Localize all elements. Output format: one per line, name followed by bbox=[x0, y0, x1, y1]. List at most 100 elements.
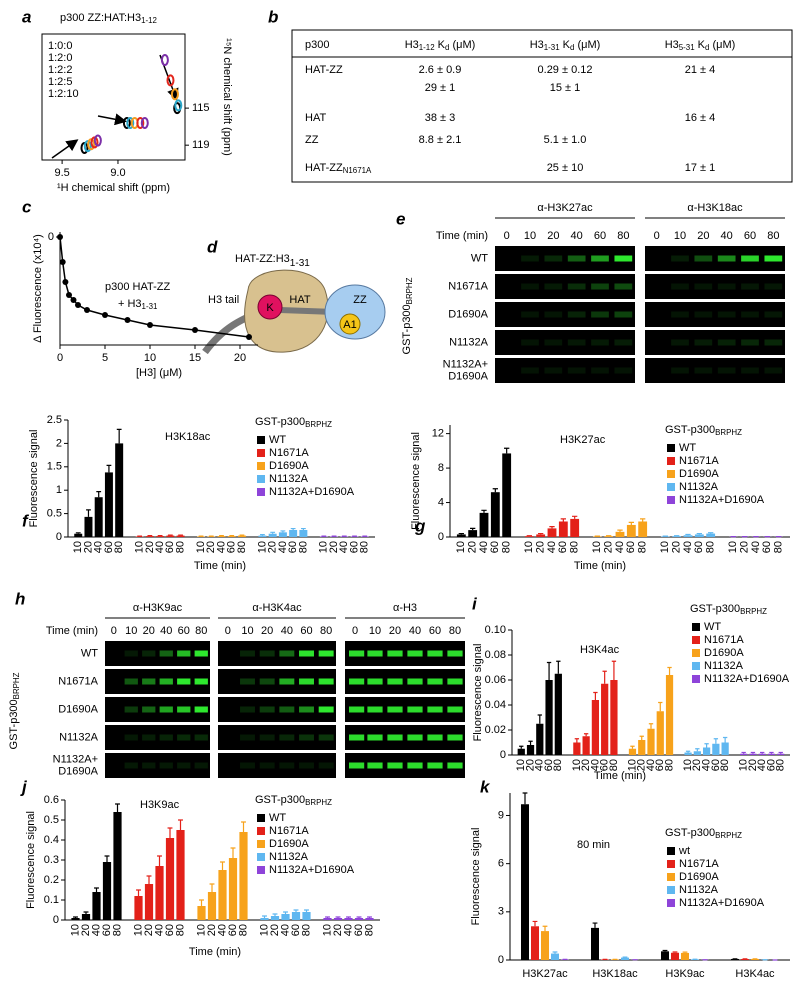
error-bar bbox=[519, 745, 524, 749]
error-bar bbox=[220, 861, 225, 870]
error-bar bbox=[335, 916, 341, 918]
row-label: N1132A bbox=[449, 336, 489, 348]
blot-band bbox=[764, 311, 783, 318]
blot-band bbox=[717, 339, 736, 346]
blot-band bbox=[447, 734, 463, 741]
blot-band bbox=[567, 255, 586, 262]
bar bbox=[502, 453, 512, 537]
table-header-part: (μM) bbox=[709, 39, 735, 51]
row-label: N1132A+ bbox=[53, 753, 98, 765]
blot-band bbox=[407, 678, 423, 685]
legend-swatch bbox=[257, 840, 265, 848]
time-tick: 10 bbox=[674, 230, 686, 242]
row-label: D1690A bbox=[58, 703, 98, 715]
error-bar bbox=[667, 666, 672, 675]
bar bbox=[468, 530, 478, 537]
blot-band bbox=[349, 678, 365, 685]
bar bbox=[365, 918, 374, 920]
bar bbox=[615, 531, 625, 537]
error-bar bbox=[640, 518, 646, 522]
x-tick-label: 20 bbox=[535, 541, 547, 553]
table-row-name: HAT-ZZ bbox=[305, 64, 343, 76]
blot-band bbox=[717, 367, 736, 374]
blot-band bbox=[367, 762, 383, 769]
blot-strip bbox=[105, 753, 210, 778]
legend-swatch bbox=[692, 662, 700, 670]
data-point bbox=[70, 297, 77, 303]
bar bbox=[661, 951, 669, 960]
panel-label: a bbox=[22, 7, 31, 26]
blot-band bbox=[741, 367, 759, 374]
x-tick-label: 60 bbox=[489, 541, 501, 553]
error-bar bbox=[741, 751, 746, 754]
bar bbox=[751, 958, 759, 960]
blot-band bbox=[764, 283, 783, 290]
blot-band bbox=[387, 706, 403, 713]
data-point bbox=[75, 302, 81, 308]
table-row-name-part: HAT-ZZ bbox=[305, 162, 343, 174]
legend-swatch bbox=[257, 436, 265, 444]
error-bar bbox=[722, 736, 728, 743]
blot-band bbox=[240, 706, 255, 713]
blot-band bbox=[591, 255, 609, 262]
blot-band bbox=[544, 311, 563, 318]
blot-band bbox=[741, 311, 759, 318]
bar bbox=[260, 918, 269, 920]
x-tick-label: 80 bbox=[363, 924, 375, 936]
data-point bbox=[102, 312, 108, 318]
table-header: H31-31 Kd (μM) bbox=[530, 39, 601, 52]
legend-swatch bbox=[257, 814, 265, 822]
panel-label: b bbox=[268, 7, 278, 26]
time-tick: 80 bbox=[767, 230, 779, 242]
bar bbox=[479, 512, 489, 537]
x-axis-label: Time (min) bbox=[594, 770, 646, 782]
blot-band bbox=[521, 339, 539, 346]
error-bar bbox=[346, 916, 351, 918]
error-bar bbox=[593, 691, 598, 700]
annotation: + H31-31 bbox=[118, 298, 158, 311]
blot-band bbox=[764, 255, 783, 262]
legend-label: N1132A+D1690A bbox=[679, 494, 765, 506]
x-tick-label: 10 bbox=[321, 924, 333, 936]
legend-swatch bbox=[692, 675, 700, 683]
error-bar bbox=[290, 527, 296, 530]
blot-strip bbox=[345, 697, 465, 722]
time-tick: 60 bbox=[300, 625, 312, 637]
blot-band bbox=[299, 706, 314, 713]
blot-band bbox=[614, 367, 633, 374]
blot-band bbox=[259, 650, 275, 657]
y-axis-label: Fluorescence signal bbox=[472, 644, 484, 742]
bar bbox=[536, 723, 544, 755]
x-tick-label: 60 bbox=[557, 541, 569, 553]
error-bar bbox=[602, 670, 607, 684]
bar bbox=[526, 745, 535, 755]
x-tick-label: 10 bbox=[195, 924, 207, 936]
bar bbox=[531, 926, 539, 960]
blot-band bbox=[349, 650, 365, 657]
bar bbox=[706, 533, 716, 537]
legend-swatch bbox=[257, 853, 265, 861]
bar bbox=[81, 914, 91, 920]
antibody-header: α-H3 bbox=[393, 602, 417, 614]
time-tick: 40 bbox=[721, 230, 733, 242]
blot-band bbox=[671, 311, 689, 318]
blot-band bbox=[387, 734, 403, 741]
bar bbox=[176, 830, 185, 920]
error-bar bbox=[658, 701, 663, 712]
blot-strip bbox=[345, 669, 465, 694]
legend-swatch bbox=[667, 470, 675, 478]
error-bar bbox=[96, 491, 102, 498]
legend-swatch bbox=[257, 866, 265, 874]
x-tick-label: H3K27ac bbox=[522, 968, 568, 980]
panel-label: k bbox=[480, 777, 491, 796]
bar bbox=[638, 521, 648, 537]
y-tick-label: 1.5 bbox=[47, 461, 62, 473]
y-tick-label: 0.5 bbox=[47, 508, 62, 520]
time-tick: 10 bbox=[125, 625, 137, 637]
bar bbox=[102, 862, 112, 920]
bar bbox=[490, 492, 500, 537]
bar bbox=[591, 700, 600, 755]
error-bar bbox=[325, 916, 330, 918]
time-tick: 80 bbox=[449, 625, 461, 637]
x-tick-label: 80 bbox=[552, 759, 564, 771]
